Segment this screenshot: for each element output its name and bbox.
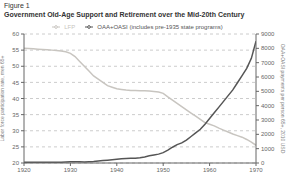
- svg-text:7000: 7000: [261, 60, 275, 66]
- svg-text:8000: 8000: [261, 45, 275, 51]
- svg-text:1940: 1940: [110, 167, 124, 173]
- svg-text:25: 25: [12, 144, 19, 150]
- svg-text:4000: 4000: [261, 103, 275, 109]
- svg-text:OAA+OASI payments per person 6: OAA+OASI payments per person 65+, 2010 U…: [280, 44, 286, 154]
- html-text:Government Old-Age Support and: Government Old-Age Support and Retiremen…: [4, 11, 245, 18]
- svg-text:1970: 1970: [249, 167, 263, 173]
- svg-text:1960: 1960: [203, 167, 217, 173]
- svg-text:0: 0: [261, 160, 265, 166]
- svg-text:35: 35: [12, 112, 19, 118]
- svg-text:3000: 3000: [261, 117, 275, 123]
- svg-text:1920: 1920: [17, 167, 31, 173]
- svg-text:1930: 1930: [64, 167, 78, 173]
- html-text:Figure 1: Figure 1: [4, 2, 30, 9]
- svg-text:20: 20: [12, 160, 19, 166]
- svg-text:1950: 1950: [157, 167, 171, 173]
- svg-text:30: 30: [12, 128, 19, 134]
- svg-text:9000: 9000: [261, 31, 275, 37]
- svg-text:5000: 5000: [261, 88, 275, 94]
- svg-text:60: 60: [12, 31, 19, 37]
- svg-text:6000: 6000: [261, 74, 275, 80]
- svg-text:55: 55: [12, 47, 19, 53]
- svg-text:40: 40: [12, 96, 19, 102]
- svg-text:Labor force participation rate: Labor force participation rate, men 65+: [0, 55, 5, 141]
- svg-text:50: 50: [12, 63, 19, 69]
- svg-text:45: 45: [12, 80, 19, 86]
- html-text:OAA+OASI (includes pre-1935 st: OAA+OASI (includes pre-1935 state progra…: [97, 24, 223, 30]
- svg-text:2000: 2000: [261, 131, 275, 137]
- html-text:LFP: LFP: [64, 24, 76, 30]
- svg-text:1000: 1000: [261, 146, 275, 152]
